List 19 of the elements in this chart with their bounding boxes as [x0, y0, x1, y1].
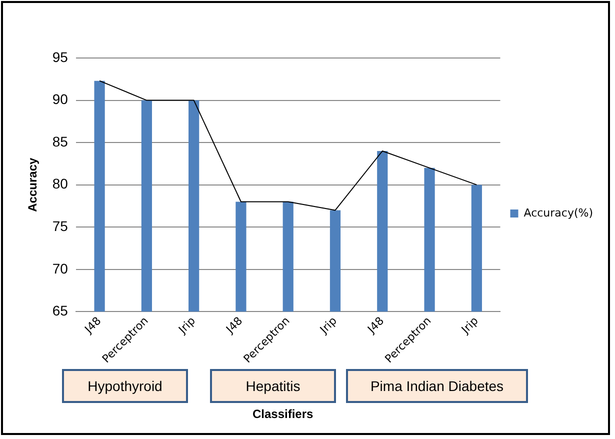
y-tick-label: 85	[52, 133, 68, 150]
y-axis-title: Accuracy	[26, 158, 40, 212]
x-tick-label: J48	[364, 314, 387, 336]
text: Hepatitis	[210, 369, 336, 403]
text: Hypothyroid	[62, 369, 188, 403]
x-axis-title: Classifiers	[252, 407, 314, 421]
y-tick-label: 75	[52, 218, 68, 234]
y-tick-label: 95	[52, 48, 68, 65]
y-tick-label: 90	[52, 91, 68, 108]
y-tick-label: 65	[52, 302, 68, 319]
y-tick-label: 80	[52, 176, 68, 192]
x-tick-label: Jrip	[458, 314, 481, 337]
x-tick-label: Jrip	[175, 314, 198, 337]
legend-label: Accuracy(%)	[524, 206, 594, 220]
x-tick-label: Jrip	[316, 314, 340, 337]
text: Pima Indian Diabetes	[346, 369, 528, 403]
x-tick-label: J48	[223, 314, 246, 336]
x-tick-label: J48	[82, 314, 104, 336]
y-tick-label: 70	[52, 260, 68, 276]
